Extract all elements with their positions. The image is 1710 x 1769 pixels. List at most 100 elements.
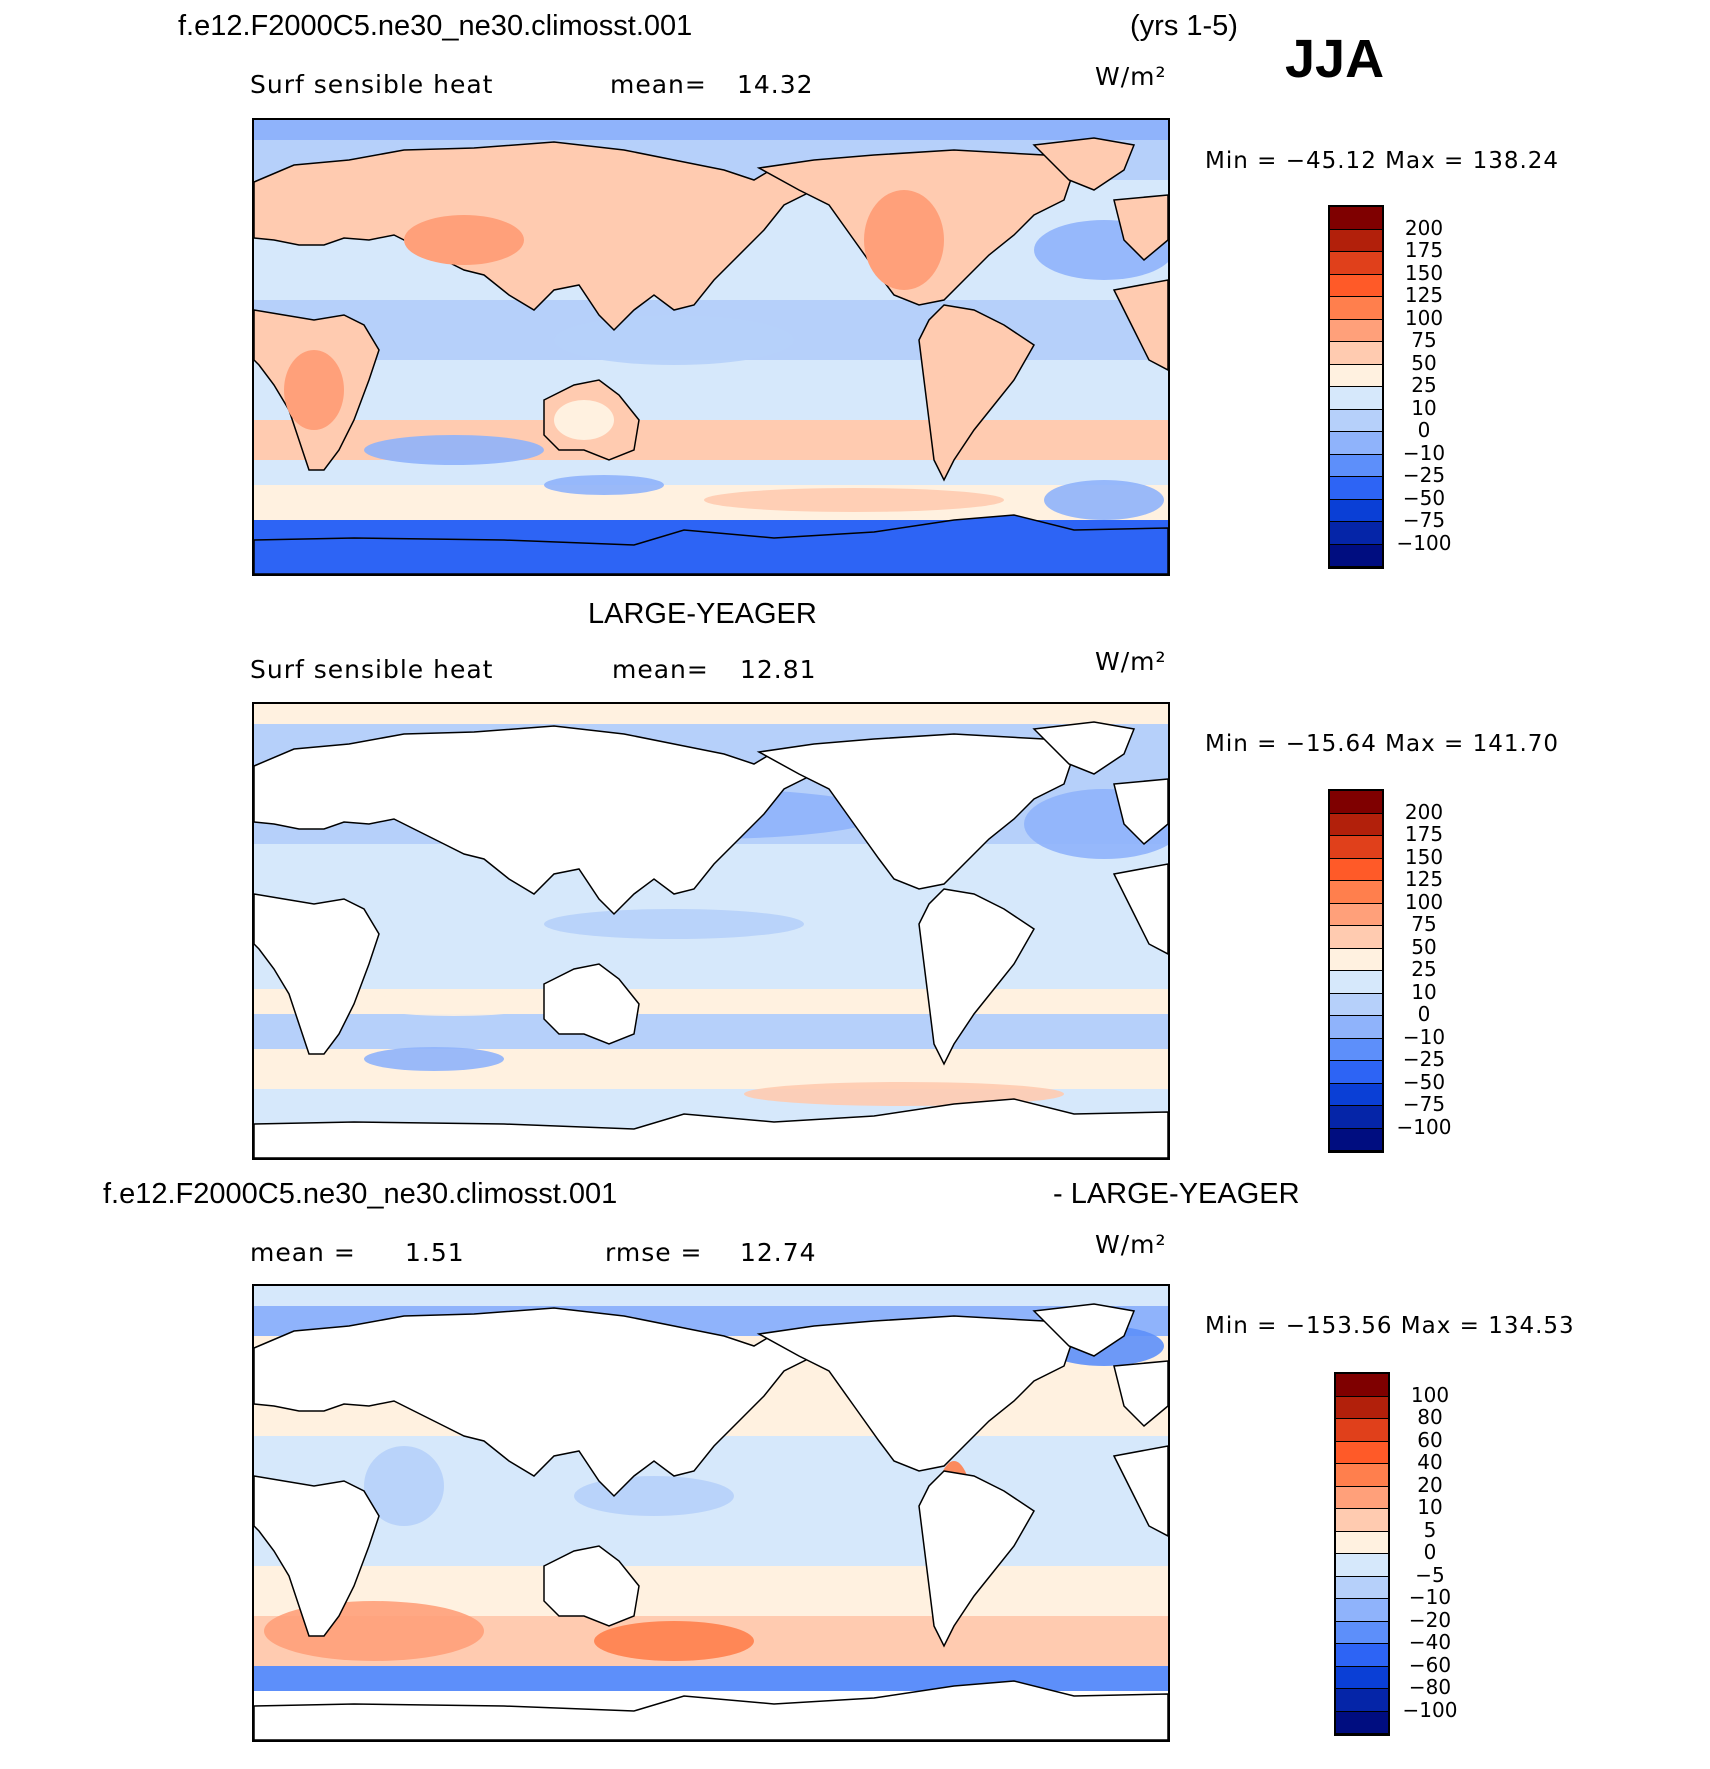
panel-2-minmax: Min = −15.64 Max = 141.70 xyxy=(1205,731,1560,757)
panel-2-variable: Surf sensible heat xyxy=(250,655,494,684)
colorbar-swatch xyxy=(1336,1666,1388,1689)
continent-australia xyxy=(543,1545,640,1627)
colorbar-swatch xyxy=(1330,432,1382,455)
colorbar-tick-label: 175 xyxy=(1404,822,1444,846)
colorbar-tick-label: 100 xyxy=(1404,305,1444,330)
colorbar-tick-label: −25 xyxy=(1402,463,1446,487)
panel-1-colorbar xyxy=(1328,205,1384,569)
colorbar-swatch xyxy=(1330,1016,1382,1039)
field-blob xyxy=(364,1047,504,1071)
years-range: (yrs 1-5) xyxy=(1130,10,1238,42)
colorbar-tick-label: 10 xyxy=(1411,979,1437,1004)
panel-1-mean-label: mean= xyxy=(610,70,707,99)
colorbar-swatch xyxy=(1330,926,1382,949)
colorbar-swatch xyxy=(1330,858,1382,881)
colorbar-tick-label: 125 xyxy=(1404,867,1444,891)
land-field-blob xyxy=(284,350,344,430)
field-blob xyxy=(1044,480,1164,520)
colorbar-swatch xyxy=(1336,1621,1388,1644)
colorbar-swatch xyxy=(1330,993,1382,1016)
colorbar-tick-label: 150 xyxy=(1404,844,1444,869)
colorbar-swatch xyxy=(1336,1374,1388,1397)
ocean-band xyxy=(254,1014,1168,1049)
colorbar-tick-label: 200 xyxy=(1404,215,1444,240)
colorbar-swatch xyxy=(1330,319,1382,342)
colorbar-tick-label: −100 xyxy=(1402,1697,1458,1722)
land-field-blob xyxy=(404,215,524,265)
colorbar-tick-label: 10 xyxy=(1411,395,1437,420)
colorbar-swatch xyxy=(1330,1128,1382,1151)
colorbar-swatch xyxy=(1336,1711,1388,1734)
continent-africaEast xyxy=(1112,279,1168,371)
colorbar-tick-label: −75 xyxy=(1402,508,1446,532)
colorbar-swatch xyxy=(1336,1396,1388,1419)
colorbar-tick-label: 80 xyxy=(1417,1405,1443,1429)
continent-antarctica xyxy=(254,1680,1168,1740)
colorbar-swatch xyxy=(1330,207,1382,230)
colorbar-swatch xyxy=(1330,387,1382,410)
continent-europeEast xyxy=(1113,194,1168,262)
colorbar-tick-label: 20 xyxy=(1417,1472,1443,1497)
panel-2-mean-label: mean= xyxy=(612,655,709,684)
colorbar-swatch xyxy=(1336,1419,1388,1442)
colorbar-tick-label: −20 xyxy=(1408,1607,1452,1632)
panel-2-map xyxy=(252,702,1170,1160)
colorbar-tick-label: 75 xyxy=(1411,912,1437,936)
field-blob xyxy=(554,315,794,365)
colorbar-swatch xyxy=(1330,813,1382,836)
colorbar-swatch xyxy=(1330,499,1382,522)
panel-3-rmse-value: 12.74 xyxy=(740,1238,817,1267)
colorbar-swatch xyxy=(1330,1038,1382,1061)
colorbar-tick-label: −75 xyxy=(1402,1092,1446,1116)
continent-africa xyxy=(254,893,380,1055)
colorbar-swatch xyxy=(1336,1486,1388,1509)
continent-greenland xyxy=(1032,137,1136,191)
colorbar-swatch xyxy=(1330,229,1382,252)
field-blob xyxy=(544,909,804,939)
colorbar-tick-label: 25 xyxy=(1411,373,1437,397)
colorbar-tick-label: 50 xyxy=(1411,350,1437,375)
colorbar-swatch xyxy=(1330,297,1382,320)
continent-namerica xyxy=(756,733,1075,890)
colorbar-tick-label: −10 xyxy=(1402,1024,1446,1049)
continent-samerica xyxy=(918,888,1035,1066)
panel-1-map xyxy=(252,118,1170,576)
colorbar-tick-label: −25 xyxy=(1402,1047,1446,1071)
colorbar-tick-label: 175 xyxy=(1404,238,1444,262)
colorbar-swatch xyxy=(1336,1644,1388,1667)
land-field-blob xyxy=(554,400,614,440)
ocean-band xyxy=(254,460,1168,485)
colorbar-swatch xyxy=(1330,1106,1382,1129)
panel-3-units: W/m² xyxy=(1095,1230,1167,1259)
continent-greenland xyxy=(1032,1303,1136,1357)
colorbar-swatch xyxy=(1330,252,1382,275)
colorbar-swatch xyxy=(1330,836,1382,859)
colorbar-tick-label: 100 xyxy=(1410,1382,1450,1407)
colorbar-tick-label: −80 xyxy=(1408,1675,1452,1699)
colorbar-tick-label: −10 xyxy=(1408,1585,1452,1609)
panel-3-mean-label: mean = xyxy=(250,1238,356,1267)
colorbar-swatch xyxy=(1330,477,1382,500)
colorbar-swatch xyxy=(1336,1531,1388,1554)
colorbar-tick-label: 60 xyxy=(1417,1427,1443,1452)
colorbar-swatch xyxy=(1336,1576,1388,1599)
continent-australia xyxy=(543,963,640,1045)
continent-eurasia xyxy=(254,725,815,916)
field-blob xyxy=(364,992,544,1016)
panel-2-mean-value: 12.81 xyxy=(740,655,817,684)
colorbar-swatch xyxy=(1330,364,1382,387)
case-name: f.e12.F2000C5.ne30_ne30.climosst.001 xyxy=(178,10,693,42)
colorbar-swatch xyxy=(1330,1083,1382,1106)
continent-greenland xyxy=(1032,721,1136,775)
colorbar-tick-label: 25 xyxy=(1411,957,1437,981)
continent-samerica xyxy=(918,1470,1035,1648)
colorbar-tick-label: 0 xyxy=(1423,1540,1437,1564)
panel-2-title: LARGE-YEAGER xyxy=(588,598,817,630)
colorbar-tick-label: −5 xyxy=(1415,1562,1445,1587)
colorbar-swatch xyxy=(1330,454,1382,477)
colorbar-swatch xyxy=(1330,522,1382,545)
colorbar-swatch xyxy=(1336,1464,1388,1487)
field-blob xyxy=(704,488,1004,512)
colorbar-tick-label: −50 xyxy=(1402,485,1446,510)
colorbar-tick-label: −100 xyxy=(1396,530,1452,555)
